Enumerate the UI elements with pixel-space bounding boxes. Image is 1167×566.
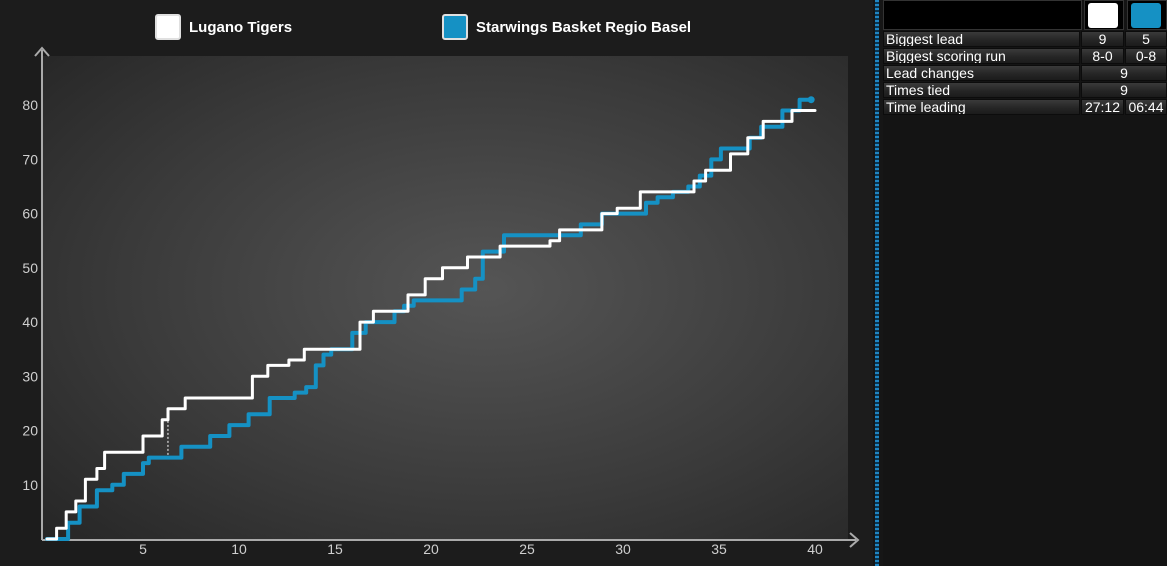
x-tick-label: 15 [327,541,343,557]
stat-value-team2: 5 [1125,31,1167,47]
stats-header-blank [883,0,1082,30]
y-tick-label: 70 [22,151,38,167]
stat-value-shared: 9 [1081,65,1167,81]
team1-color-swatch [1088,3,1118,28]
stats-header-team2 [1127,0,1167,30]
legend-swatch-lugano [155,14,181,40]
series-layer [45,96,817,541]
y-tick-label: 60 [22,206,38,222]
y-tick-label: 10 [22,477,38,493]
y-tick-label: 30 [22,368,38,384]
x-tick-label: 10 [231,541,247,557]
stat-label: Times tied [883,82,1080,98]
y-tick-label: 80 [22,97,38,113]
series-line-lugano [45,109,817,541]
stats-panel: Biggest lead 9 5 Biggest scoring run 8-0… [883,0,1167,566]
stat-label: Time leading [883,99,1080,115]
team2-color-swatch [1131,3,1161,28]
x-tick-label: 20 [423,541,439,557]
chart-panel: 10 20 30 40 50 60 70 80 5 10 15 20 25 30 35 40 Lugano T… [22,14,860,557]
legend-swatch-starwings [442,14,468,40]
stat-value-team1: 27:12 [1081,99,1124,115]
stat-value-team2: 06:44 [1125,99,1167,115]
stat-label: Biggest scoring run [883,48,1080,64]
stat-value-team1: 9 [1081,31,1124,47]
panel-divider [875,0,879,566]
series-end-point [807,96,815,104]
axes: 10 20 30 40 50 60 70 80 5 10 15 20 25 30 35 40 [22,46,860,557]
x-axis-arrow-icon [849,532,860,548]
y-tick-label: 20 [22,423,38,439]
stat-label: Biggest lead [883,31,1080,47]
y-axis-arrow-icon [34,46,50,57]
stat-value-team1: 8-0 [1081,48,1124,64]
legend-label-lugano: Lugano Tigers [189,19,293,36]
x-tick-label: 30 [615,541,631,557]
legend-label-starwings: Starwings Basket Regio Basel [476,19,692,36]
y-tick-label: 50 [22,260,38,276]
score-progression-chart: 10 20 30 40 50 60 70 80 5 10 15 20 25 30 35 40 [22,46,860,557]
stat-value-shared: 9 [1081,82,1167,98]
x-tick-label: 5 [139,541,147,557]
stat-label: Lead changes [883,65,1080,81]
x-tick-label: 25 [519,541,535,557]
stat-value-team2: 0-8 [1125,48,1167,64]
x-tick-label: 35 [711,541,727,557]
y-tick-label: 40 [22,314,38,330]
stats-header-team1 [1084,0,1124,30]
x-tick-label: 40 [807,541,823,557]
plot-area [42,56,848,540]
